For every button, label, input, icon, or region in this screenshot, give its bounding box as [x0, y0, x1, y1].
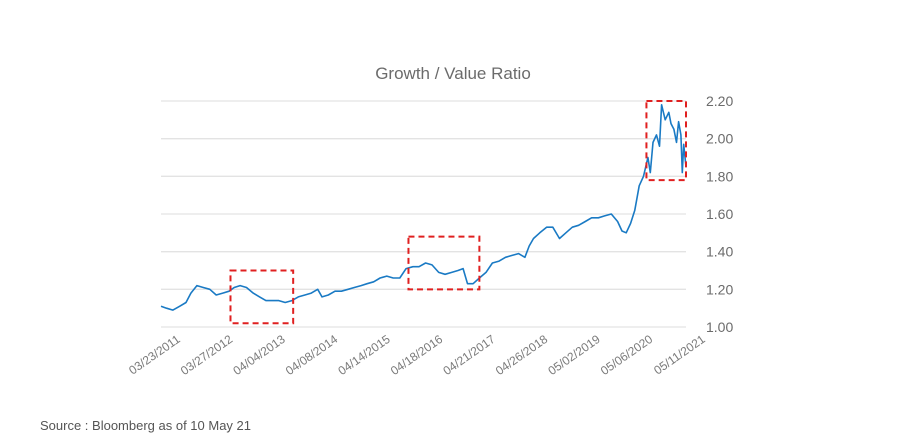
- y-tick-label: 1.80: [706, 168, 733, 184]
- highlight-box: [407, 235, 481, 291]
- y-tick-label: 1.20: [706, 281, 733, 297]
- highlight-box: [229, 269, 295, 325]
- y-tick-label: 1.40: [706, 244, 733, 260]
- x-tick-label: 05/02/2019: [545, 332, 602, 378]
- grid-lines: [161, 100, 686, 328]
- x-tick-label: 03/23/2011: [126, 332, 183, 378]
- highlight-box: [645, 100, 687, 182]
- y-axis: 1.00 1.20 1.40 1.60 1.80 2.00 2.20: [706, 93, 733, 335]
- chart-title: Growth / Value Ratio: [375, 64, 531, 83]
- y-tick-label: 1.00: [706, 319, 733, 335]
- x-tick-label: 05/06/2020: [598, 332, 655, 378]
- highlight-boxes: [229, 100, 687, 325]
- y-tick-label: 2.00: [706, 131, 733, 147]
- x-tick-label: 03/27/2012: [178, 332, 235, 378]
- x-tick-label: 04/14/2015: [335, 332, 392, 378]
- series-layer: [160, 104, 687, 311]
- x-tick-label: 04/21/2017: [440, 332, 497, 378]
- y-tick-label: 1.60: [706, 206, 733, 222]
- x-tick-label: 04/08/2014: [283, 332, 340, 378]
- y-tick-label: 2.20: [706, 93, 733, 109]
- source-note: Source : Bloomberg as of 10 May 21: [40, 418, 252, 433]
- x-tick-label: 04/04/2013: [230, 332, 287, 378]
- x-tick-label: 04/18/2016: [388, 332, 445, 378]
- x-tick-label: 05/11/2021: [651, 332, 708, 378]
- x-tick-label: 04/26/2018: [493, 332, 550, 378]
- series-line: [160, 104, 687, 311]
- x-axis: 03/23/201103/27/201204/04/201304/08/2014…: [126, 332, 708, 378]
